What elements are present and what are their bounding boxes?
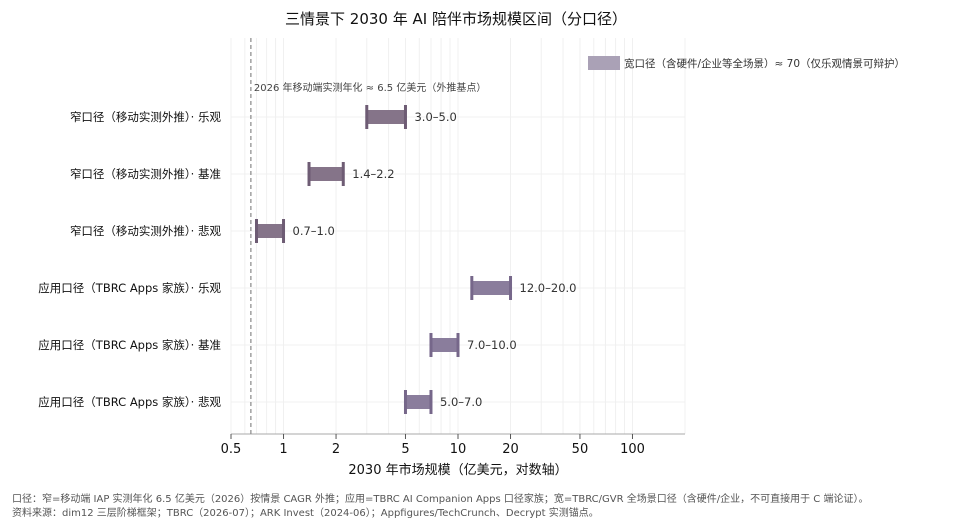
x-axis: 0.5 1 2 5 10 20 50 100: [221, 433, 685, 457]
x-tick-label: 1: [279, 442, 287, 457]
range-bar-value-label: 12.0–20.0: [520, 281, 577, 295]
chart-title: 三情景下 2030 年 AI 陪伴市场规模区间（分口径）: [285, 10, 627, 28]
range-bar-value-label: 0.7–1.0: [293, 224, 335, 238]
range-bar-value-label: 7.0–10.0: [467, 338, 517, 352]
x-tick-label: 5: [401, 442, 409, 457]
range-bar-value-label: 5.0–7.0: [440, 395, 482, 409]
x-tick-label: 2: [332, 442, 340, 457]
reference-line-label: 2026 年移动端实测年化 ≈ 6.5 亿美元（外推基点）: [254, 81, 486, 94]
legend-label: 宽口径（含硬件/企业等全场景）≈ 70（仅乐观情景可辩护）: [624, 57, 905, 70]
range-bar-value-label: 3.0–5.0: [414, 110, 456, 124]
bars: 3.0–5.0 1.4–2.2 0.7–1.0 12.0–20.0 7.0–10.0 5.…: [254, 105, 577, 414]
x-tick-label: 10: [450, 442, 467, 457]
y-category-label: 窄口径（移动实测外推）· 悲观: [70, 224, 222, 238]
range-bar: [430, 338, 458, 352]
range-bar-value-label: 1.4–2.2: [352, 167, 394, 181]
y-category-label: 应用口径（TBRC Apps 家族）· 悲观: [38, 395, 221, 409]
x-tick-label: 0.5: [221, 442, 242, 457]
reference-line: 2026 年移动端实测年化 ≈ 6.5 亿美元（外推基点）: [250, 38, 486, 434]
range-bar: [471, 281, 511, 295]
x-tick-label: 20: [502, 442, 519, 457]
x-tick-label: 100: [620, 442, 645, 457]
legend: 宽口径（含硬件/企业等全场景）≈ 70（仅乐观情景可辩护）: [588, 56, 905, 70]
footnote-source: 资料来源：dim12 三层阶梯框架；TBRC（2026-07）；ARK Inve…: [12, 508, 599, 519]
legend-swatch: [588, 56, 620, 70]
x-tick-label: 50: [572, 442, 589, 457]
x-axis-label: 2030 年市场规模（亿美元，对数轴）: [348, 462, 567, 478]
footnote-caliber: 口径：窄=移动端 IAP 实测年化 6.5 亿美元（2026）按情景 CAGR …: [12, 494, 869, 505]
y-category-label: 应用口径（TBRC Apps 家族）· 乐观: [38, 281, 221, 295]
range-bar: [405, 395, 431, 409]
range-bar: [256, 224, 284, 238]
grid: [230, 38, 686, 434]
range-bar-chart: 三情景下 2030 年 AI 陪伴市场规模区间（分口径） 3.0–5.0 1.4–…: [38, 10, 905, 478]
y-category-label: 窄口径（移动实测外推）· 基准: [70, 167, 221, 181]
y-category-label: 窄口径（移动实测外推）· 乐观: [70, 110, 222, 124]
range-bar: [309, 167, 344, 181]
range-bar: [366, 110, 406, 124]
y-category-label: 应用口径（TBRC Apps 家族）· 基准: [38, 338, 221, 352]
